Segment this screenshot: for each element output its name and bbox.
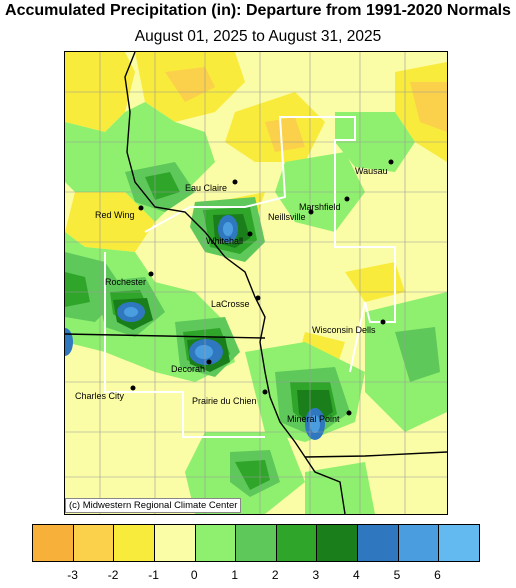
region-boundary	[144, 116, 396, 373]
eau-claire-marker	[232, 179, 238, 185]
wausau-marker	[388, 159, 394, 165]
eau-claire-label: Eau Claire	[185, 183, 227, 193]
marshfield-marker	[344, 196, 350, 202]
legend-swatch	[73, 525, 115, 561]
rochester-marker	[148, 271, 154, 277]
legend-swatch	[154, 525, 196, 561]
legend-swatch	[317, 525, 359, 561]
mississippi-river-state-line	[124, 52, 346, 514]
legend-ticks: -3 -2 -1 0 1 2 3 4 5 6	[32, 568, 478, 586]
wet-peak-mineral-point	[310, 415, 320, 433]
red-wing-marker	[138, 205, 144, 211]
wet-area-far-west-core	[65, 272, 90, 307]
legend-swatch	[236, 525, 277, 561]
charles-city-label: Charles City	[75, 391, 125, 401]
wisconsin-dells-label: Wisconsin Dells	[312, 325, 376, 335]
wet-area-east-core	[395, 327, 440, 382]
wet-core-far-west	[65, 328, 73, 356]
legend-tick-label: -2	[107, 568, 119, 582]
legend-swatch	[33, 525, 74, 561]
charles-city-marker	[130, 385, 136, 391]
lacrosse-label: LaCrosse	[211, 299, 250, 309]
wisconsin-illinois-state-line	[304, 451, 447, 458]
neillsville-marker	[308, 209, 314, 215]
marshfield-label: Marshfield	[299, 202, 341, 212]
cities: Wausau Eau Claire Marshfield Red Wing Ne…	[75, 159, 394, 424]
legend-tick-label: -3	[67, 568, 78, 582]
rochester-label: Rochester	[105, 277, 146, 287]
wet-peak-decorah	[195, 345, 213, 359]
dry-area-west	[65, 192, 155, 252]
color-legend	[32, 524, 480, 562]
wet-area-eau-claire-core	[145, 172, 180, 200]
lacrosse-marker	[255, 295, 261, 301]
whitehall-marker	[247, 231, 253, 237]
wet-peak-whitehall	[223, 222, 233, 236]
legend-swatch	[398, 525, 440, 561]
legend-tick-label: 6	[434, 568, 441, 582]
red-wing-label: Red Wing	[95, 210, 135, 220]
state-boundaries	[65, 52, 447, 514]
legend-tick-label: 2	[271, 568, 279, 582]
map-subtitle: August 01, 2025 to August 31, 2025	[134, 28, 382, 45]
legend-swatch	[276, 525, 318, 561]
credit-text: (c) Midwestern Regional Climate Center	[65, 498, 242, 513]
legend-swatch	[114, 525, 155, 561]
iowa-minnesota-state-line	[65, 333, 266, 339]
dry-area-central-north-core	[265, 117, 305, 152]
legend-tick-label: 5	[393, 568, 401, 582]
map-title: Accumulated Precipitation (in): Departur…	[5, 2, 511, 19]
neillsville-label: Neillsville	[268, 212, 306, 222]
decorah-marker	[206, 359, 212, 365]
county-lines	[65, 52, 447, 514]
wet-peak-rochester	[124, 307, 138, 317]
map-canvas: Wausau Eau Claire Marshfield Red Wing Ne…	[65, 52, 447, 514]
legend-tick-label: 4	[353, 568, 360, 582]
legend-tick-label: 3	[312, 568, 320, 582]
legend-tick-label: -1	[148, 568, 159, 582]
legend-tick-label: 1	[231, 568, 239, 582]
wet-area-south-inner	[235, 460, 270, 490]
decorah-label: Decorah	[171, 364, 205, 374]
precipitation-map: Wausau Eau Claire Marshfield Red Wing Ne…	[64, 51, 448, 515]
mineral-point-marker	[346, 410, 352, 416]
mineral-point-label: Mineral Point	[287, 414, 340, 424]
prairie-du-chien-label: Prairie du Chien	[192, 396, 257, 406]
wisconsin-dells-marker	[380, 319, 386, 325]
whitehall-label: Whitehall	[206, 236, 243, 246]
region-boundaries	[104, 116, 396, 438]
legend-tick-label: 0	[190, 568, 198, 582]
legend-swatch	[195, 525, 237, 561]
wausau-label: Wausau	[355, 166, 388, 176]
legend-swatch	[439, 525, 480, 561]
dry-area-northeast-core	[410, 82, 447, 132]
legend-swatch	[358, 525, 399, 561]
region-boundary	[104, 252, 265, 438]
prairie-du-chien-marker	[262, 389, 268, 395]
dry-area-north-core	[165, 67, 215, 102]
